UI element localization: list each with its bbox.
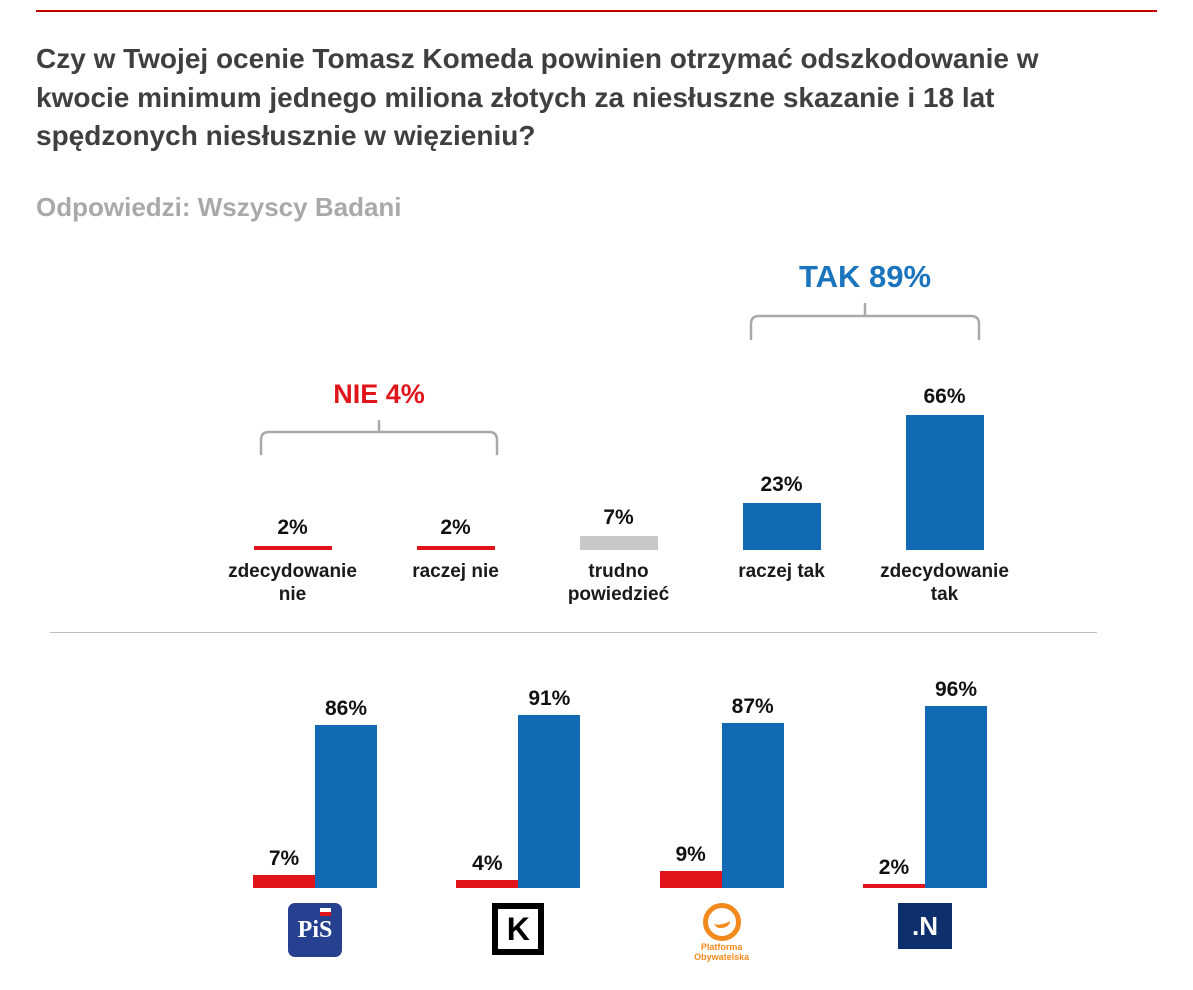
bar-value-label: 2% [277,515,308,539]
category-label: raczej tak [738,561,825,582]
tak-bracket [749,303,981,341]
bar-value-label: 23% [760,472,803,496]
pis-tak-bar [315,724,377,888]
nie-value-label: 9% [675,842,706,866]
party-group-pis: 7% 86% PiS [240,660,390,965]
pis-flag-icon [320,908,331,916]
nie-value-label: 7% [268,846,300,870]
page-title: Czy w Twojej ocenie Tomasz Komeda powini… [36,43,1039,152]
column-raczej-tak: 23% raczej tak [700,255,863,610]
party-chart: 7% 86% PiS 4% [240,660,1000,965]
party-logo-area: K [492,903,545,965]
tak-value-label: 87% [731,694,774,718]
kukiz-logo-text: K [506,910,530,947]
nie-bar-column: 4% [456,852,519,888]
bar-value-label: 7% [603,505,634,529]
po-tak-bar [721,722,784,888]
party-bars: 2% 96% [862,677,987,888]
nie-bar-column: 2% [862,856,925,888]
tak-value-label: 91% [528,687,571,711]
kukiz-tak-bar [518,715,581,888]
bar-value-label: 66% [923,384,966,408]
party-group-nowoczesna: 2% 96% .N [850,660,1000,965]
category-label: zdecydowanie tak [880,561,1009,606]
pis-logo-text: PiS [297,916,333,943]
nowoczesna-tak-bar [924,705,987,888]
party-logo-area: Platforma Obywatelska [683,903,761,965]
party-group-po: 9% 87% Platforma Obywatelska [647,660,797,965]
category-label: raczej nie [412,561,499,582]
nie-bar-column: 7% [253,847,315,888]
party-bars: 4% 91% [456,687,581,888]
bar-trudno-powiedziec [579,535,658,550]
po-nie-bar [659,870,722,888]
pis-logo-icon: PiS [288,903,342,957]
party-group-kukiz: 4% 91% K [443,660,593,965]
party-logo-area: .N [897,903,952,965]
bar-value-label: 2% [440,515,471,539]
column-zdecydowanie-tak: 66% zdecydowanie tak [863,255,1026,610]
nowoczesna-logo-text: .N [911,910,938,941]
tak-value-label: 86% [324,696,368,720]
tak-bar-column: 96% [924,677,987,888]
party-bars: 7% 86% [253,697,377,888]
bar-raczej-nie [416,545,495,550]
nie-value-label: 2% [878,856,910,880]
nie-bracket [259,420,499,456]
nie-value-label: 4% [472,852,503,876]
column-zdecydowanie-nie: 2% zdecydowanie nie [211,255,374,610]
bar-raczej-tak [742,502,821,550]
nie-bar-column: 9% [659,842,722,888]
bar-zdecydowanie-tak [905,414,984,550]
category-label: trudno powiedzieć [567,561,670,606]
nie-total-label: NIE 4% [333,379,425,409]
po-wave-icon [712,914,731,930]
party-bars: 9% 87% [659,694,784,888]
po-ring-icon [702,903,741,941]
bar-zdecydowanie-nie [253,545,332,550]
nowoczesna-nie-bar [862,884,925,888]
kukiz-logo-icon: K [492,903,545,955]
tak-total-label: TAK 89% [798,259,932,294]
tak-bar-column: 91% [518,687,581,888]
top-divider-rule [36,10,1157,12]
tak-bar-column: 87% [721,694,784,888]
po-logo-icon: Platforma Obywatelska [683,903,761,963]
tak-value-label: 96% [934,677,977,701]
column-trudno-powiedziec: 7% trudno powiedzieć [537,255,700,610]
pis-nie-bar [253,874,315,888]
main-chart-columns: 2% zdecydowanie nie 2% raczej nie 7% tru… [211,255,1026,610]
section-divider [50,632,1097,633]
tak-bar-column: 86% [315,697,377,888]
category-label: zdecydowanie nie [228,561,357,606]
nowoczesna-logo-icon: .N [897,903,952,949]
party-logo-area: PiS [288,903,342,965]
kukiz-nie-bar [456,880,519,888]
po-logo-text: Platforma Obywatelska [694,942,750,962]
column-raczej-nie: 2% raczej nie [374,255,537,610]
chart-subtitle: Odpowiedzi: Wszyscy Badani [36,192,402,222]
main-chart: TAK 89% NIE 4% 2% zdecydowanie nie 2% ra… [211,255,1026,610]
